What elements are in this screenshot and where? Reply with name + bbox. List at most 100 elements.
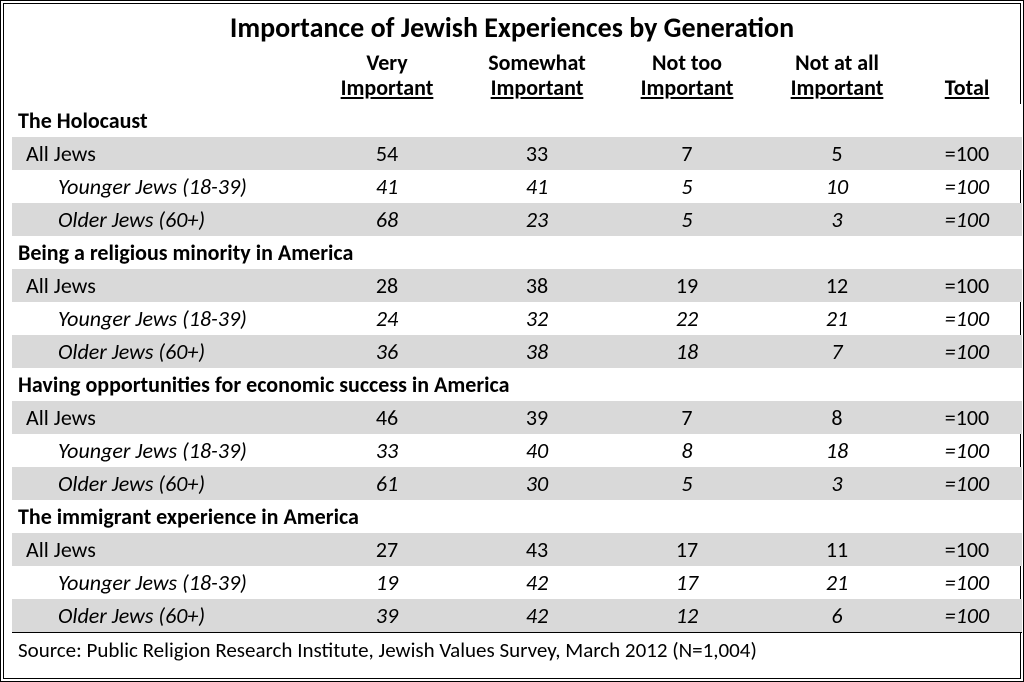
data-cell: 19 <box>612 269 762 302</box>
table-row: Older Jews (60+)3942126=100 <box>12 599 1022 633</box>
table-row: All Jews463978=100 <box>12 401 1022 434</box>
data-cell: 61 <box>312 467 462 500</box>
row-label: Older Jews (60+) <box>12 467 312 500</box>
col-total: Total <box>912 47 1022 104</box>
source-text: Source: Public Religion Research Institu… <box>12 632 1022 666</box>
data-cell: 8 <box>612 434 762 467</box>
section-header: Having opportunities for economic succes… <box>12 368 1022 401</box>
table-body: The HolocaustAll Jews543375=100Younger J… <box>12 104 1022 666</box>
data-cell: 38 <box>462 269 612 302</box>
data-cell: 42 <box>462 566 612 599</box>
data-cell: 42 <box>462 599 612 633</box>
data-cell: 10 <box>762 170 912 203</box>
table-row: All Jews28381912=100 <box>12 269 1022 302</box>
data-cell: 18 <box>612 335 762 368</box>
table-row: Older Jews (60+)3638187=100 <box>12 335 1022 368</box>
data-cell: 68 <box>312 203 462 236</box>
data-cell: 23 <box>462 203 612 236</box>
data-cell: 36 <box>312 335 462 368</box>
data-cell: 54 <box>312 137 462 170</box>
row-label: Younger Jews (18-39) <box>12 434 312 467</box>
data-cell: 19 <box>312 566 462 599</box>
data-cell: 3 <box>762 467 912 500</box>
col-not-at-all-important: Not at allImportant <box>762 47 912 104</box>
data-cell: 28 <box>312 269 462 302</box>
col-somewhat-important: SomewhatImportant <box>462 47 612 104</box>
data-cell: =100 <box>912 269 1022 302</box>
section-header-cell: The Holocaust <box>12 104 1022 137</box>
data-cell: =100 <box>912 137 1022 170</box>
data-table: VeryImportant SomewhatImportant Not tooI… <box>12 47 1022 666</box>
data-cell: 33 <box>462 137 612 170</box>
section-header-cell: The immigrant experience in America <box>12 500 1022 533</box>
data-cell: =100 <box>912 566 1022 599</box>
row-label: All Jews <box>12 137 312 170</box>
section-header: The Holocaust <box>12 104 1022 137</box>
data-cell: =100 <box>912 533 1022 566</box>
data-cell: =100 <box>912 434 1022 467</box>
row-label: Older Jews (60+) <box>12 203 312 236</box>
data-cell: 5 <box>612 203 762 236</box>
source-row: Source: Public Religion Research Institu… <box>12 632 1022 666</box>
data-cell: 24 <box>312 302 462 335</box>
data-cell: =100 <box>912 203 1022 236</box>
data-cell: 40 <box>462 434 612 467</box>
data-cell: 21 <box>762 302 912 335</box>
data-cell: 17 <box>612 566 762 599</box>
row-label: All Jews <box>12 269 312 302</box>
data-cell: 21 <box>762 566 912 599</box>
data-cell: 6 <box>762 599 912 633</box>
data-cell: 32 <box>462 302 612 335</box>
data-cell: 7 <box>762 335 912 368</box>
data-cell: 22 <box>612 302 762 335</box>
table-row: All Jews27431711=100 <box>12 533 1022 566</box>
row-label: Younger Jews (18-39) <box>12 302 312 335</box>
row-label: Younger Jews (18-39) <box>12 566 312 599</box>
table-frame: Importance of Jewish Experiences by Gene… <box>0 0 1024 682</box>
row-label: Younger Jews (18-39) <box>12 170 312 203</box>
data-cell: 39 <box>462 401 612 434</box>
data-cell: 27 <box>312 533 462 566</box>
data-cell: 38 <box>462 335 612 368</box>
data-cell: 5 <box>612 170 762 203</box>
col-very-important: VeryImportant <box>312 47 462 104</box>
section-header-cell: Being a religious minority in America <box>12 236 1022 269</box>
data-cell: 12 <box>762 269 912 302</box>
row-label: All Jews <box>12 533 312 566</box>
data-cell: 8 <box>762 401 912 434</box>
table-row: Older Jews (60+)682353=100 <box>12 203 1022 236</box>
data-cell: 7 <box>612 137 762 170</box>
data-cell: 39 <box>312 599 462 633</box>
data-cell: 11 <box>762 533 912 566</box>
table-row: Older Jews (60+)613053=100 <box>12 467 1022 500</box>
table-row: Younger Jews (18-39)24322221=100 <box>12 302 1022 335</box>
table-row: All Jews543375=100 <box>12 137 1022 170</box>
table-row: Younger Jews (18-39)19421721=100 <box>12 566 1022 599</box>
data-cell: 18 <box>762 434 912 467</box>
row-label: Older Jews (60+) <box>12 599 312 633</box>
data-cell: 41 <box>312 170 462 203</box>
data-cell: =100 <box>912 335 1022 368</box>
section-header: Being a religious minority in America <box>12 236 1022 269</box>
section-header: The immigrant experience in America <box>12 500 1022 533</box>
data-cell: =100 <box>912 401 1022 434</box>
table-row: Younger Jews (18-39)3340818=100 <box>12 434 1022 467</box>
data-cell: 17 <box>612 533 762 566</box>
data-cell: 43 <box>462 533 612 566</box>
data-cell: 7 <box>612 401 762 434</box>
data-cell: 5 <box>612 467 762 500</box>
data-cell: 33 <box>312 434 462 467</box>
data-cell: 41 <box>462 170 612 203</box>
data-cell: =100 <box>912 302 1022 335</box>
data-cell: =100 <box>912 170 1022 203</box>
data-cell: 5 <box>762 137 912 170</box>
data-cell: 3 <box>762 203 912 236</box>
table-title: Importance of Jewish Experiences by Gene… <box>12 10 1012 45</box>
data-cell: 30 <box>462 467 612 500</box>
data-cell: =100 <box>912 599 1022 633</box>
table-header: VeryImportant SomewhatImportant Not tooI… <box>12 47 1022 104</box>
col-not-too-important: Not tooImportant <box>612 47 762 104</box>
table-row: Younger Jews (18-39)4141510=100 <box>12 170 1022 203</box>
data-cell: 46 <box>312 401 462 434</box>
data-cell: =100 <box>912 467 1022 500</box>
